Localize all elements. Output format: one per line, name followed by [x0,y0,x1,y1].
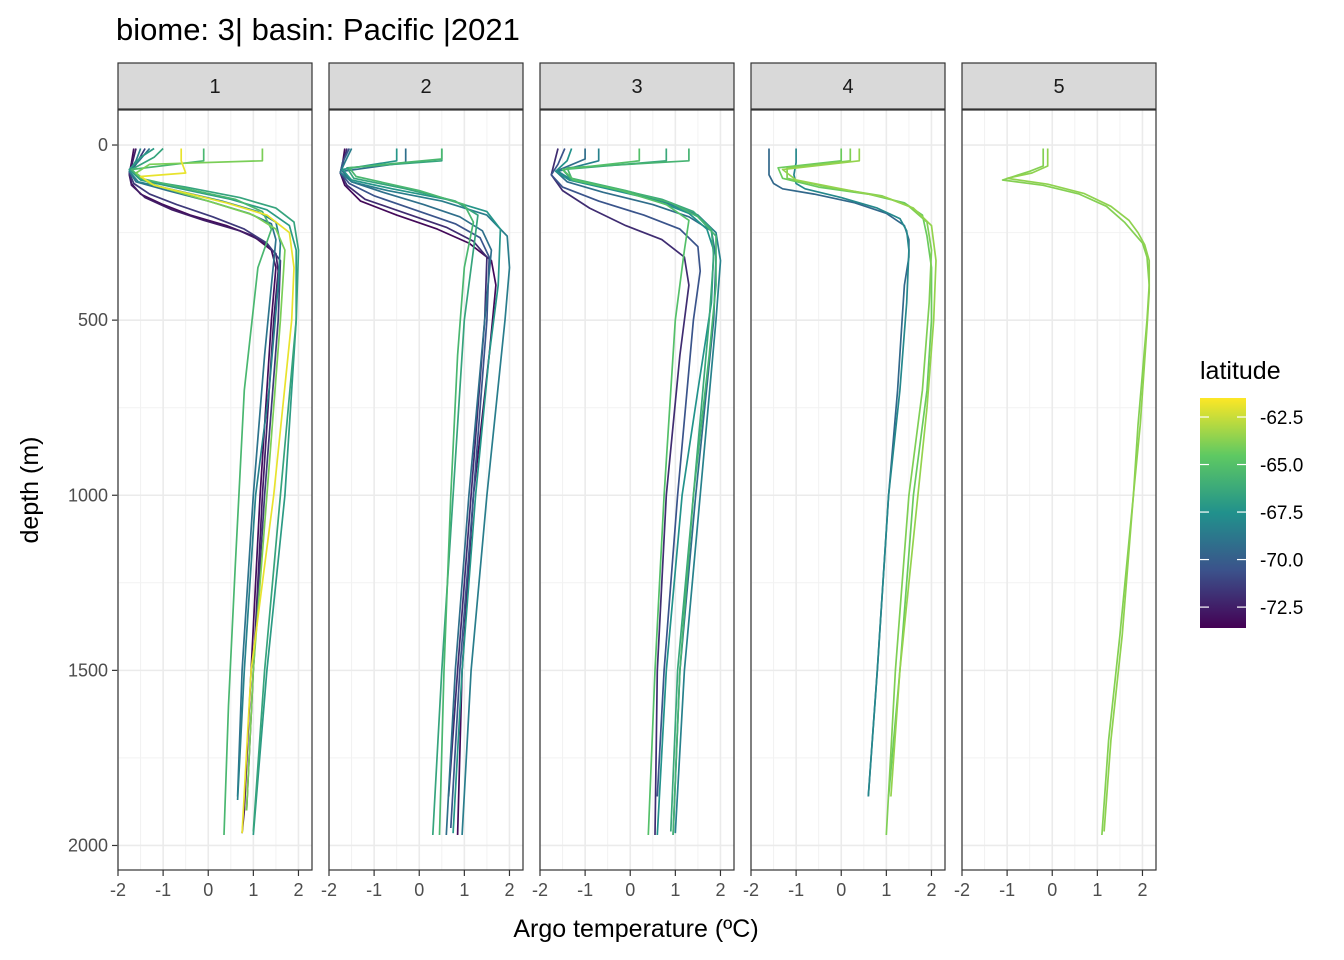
latitude-legend: latitude -62.5 -65.0 -67.5 -70.0 -72.5 [1200,357,1303,628]
panel-background [751,110,945,870]
x-tick-label: 2 [293,880,303,900]
facet-strip-label: 3 [631,76,642,98]
x-tick-label: 0 [1047,880,1057,900]
x-tick-label: 1 [459,880,469,900]
panel-background [962,110,1156,870]
facet-strip-label: 1 [209,76,220,98]
facet-panel-2: 2 -2 -1 0 1 2 [321,62,524,900]
facet-strip [117,62,313,110]
x-tick-label: -1 [788,880,804,900]
panel-border [117,109,313,871]
facet-strip [328,62,524,110]
x-tick-label: 1 [881,880,891,900]
profile-line [348,148,475,836]
profile-line [550,148,702,797]
profile-line [554,148,715,836]
profile-line [339,148,511,836]
x-tick-label: -2 [321,880,337,900]
x-tick-label: -1 [366,880,382,900]
facet-strip [750,62,946,110]
facet-strip [539,62,735,110]
x-tick-label: 2 [926,880,936,900]
x-tick-label: -1 [155,880,171,900]
y-tick-label: 1500 [68,660,108,680]
legend-break-label: -72.5 [1260,598,1303,619]
x-tick-label: -2 [110,880,126,900]
y-tick-label: 1000 [68,485,108,505]
facet-panel-4: 4 -2 -1 0 1 2 [743,62,946,900]
x-tick-label: 1 [1092,880,1102,900]
profile-line [341,148,502,834]
panel-border [539,109,735,871]
chart-title: biome: 3| basin: Pacific |2021 [116,12,520,47]
profile-line [781,148,937,797]
panel-border [961,109,1157,871]
profile-line [561,148,690,836]
profile-line [130,148,273,836]
profile-line [139,148,295,834]
panel-border [328,109,524,871]
x-axis-title: Argo temperature (ºC) [513,915,758,943]
x-tick-label: 2 [715,880,725,900]
x-tick-label: 0 [203,880,213,900]
profile-line [135,148,286,811]
y-tick-label: 0 [98,135,108,155]
x-tick-label: 2 [504,880,514,900]
profile-line [128,148,282,801]
legend-break-label: -70.0 [1260,551,1303,572]
profile-line [128,147,298,836]
profile-line [793,148,910,797]
facet-panel-1: 1 -2 -1 0 1 2 [110,62,313,900]
profile-line [1006,148,1151,832]
facet-strip-label: 5 [1053,76,1064,98]
x-tick-label: -2 [532,880,548,900]
y-tick-label: 2000 [68,835,108,855]
facet-strip [961,62,1157,110]
panel-border [750,109,946,871]
panel-background [329,110,523,870]
profile-line [128,148,282,671]
x-tick-label: 0 [414,880,424,900]
x-tick-label: 2 [1137,880,1147,900]
x-tick-label: -1 [999,880,1015,900]
panel-background [540,110,734,870]
profile-line [341,148,493,836]
x-tick-label: -1 [577,880,593,900]
legend-break-label: -65.0 [1260,456,1303,477]
facet-strip-label: 4 [842,76,853,98]
profile-line [566,148,717,836]
x-tick-label: -2 [743,880,759,900]
legend-break-label: -67.5 [1260,503,1303,524]
x-tick-label: 0 [625,880,635,900]
facet-panel-5: 5 -2 -1 0 1 2 [954,62,1157,900]
facet-panel-3: 3 -2 -1 0 1 2 [532,62,735,900]
x-tick-label: 0 [836,880,846,900]
legend-colorbar [1200,398,1246,628]
facet-strip-label: 2 [420,76,431,98]
y-tick-label: 500 [78,310,108,330]
profile-line [777,148,933,797]
profile-line [128,148,280,811]
legend-break-label: -62.5 [1260,408,1303,429]
x-tick-label: -2 [954,880,970,900]
legend-title: latitude [1200,357,1281,385]
y-axis-title: depth (m) [16,437,44,544]
x-tick-label: 1 [248,880,258,900]
x-tick-label: 1 [670,880,680,900]
